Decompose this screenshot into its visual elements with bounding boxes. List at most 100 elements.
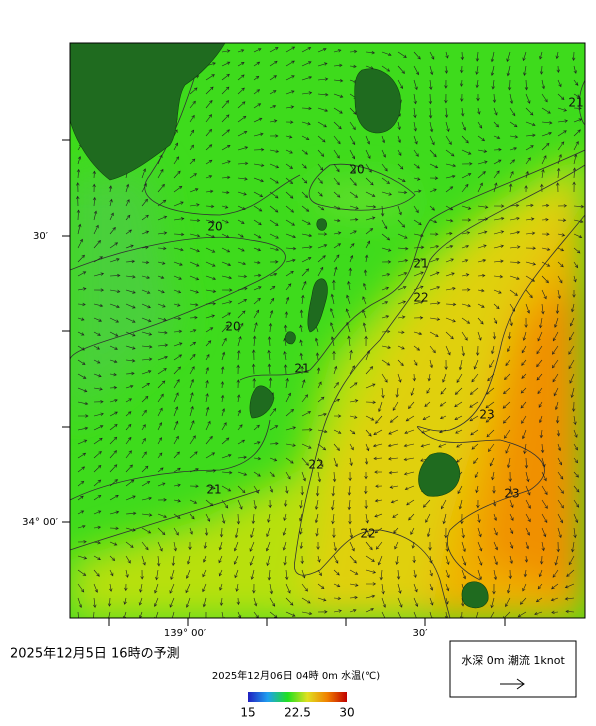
arrow — [317, 583, 325, 590]
arrow — [157, 231, 168, 235]
arrow — [349, 595, 358, 600]
arrow — [299, 339, 303, 347]
contour-labels: 20 20 20 21 21 22 21 22 21 23 23 22 — [206, 96, 583, 541]
arrow — [301, 569, 306, 579]
arrow — [301, 394, 309, 403]
arrow — [141, 303, 151, 309]
arrow — [381, 51, 392, 57]
arrow — [396, 569, 401, 580]
arrow — [373, 429, 383, 435]
arrow — [93, 373, 102, 378]
arrow — [541, 275, 549, 284]
arrow — [285, 597, 294, 606]
arrow — [363, 269, 368, 277]
arrow — [493, 204, 505, 208]
arrow — [520, 401, 527, 409]
arrow — [157, 317, 167, 322]
arrow — [269, 471, 275, 478]
arrow — [397, 135, 401, 144]
arrow — [189, 289, 199, 294]
arrow — [92, 170, 97, 179]
arrow — [573, 93, 581, 98]
arrow — [346, 294, 351, 305]
arrow — [429, 205, 435, 211]
arrow — [557, 93, 565, 100]
arrow — [109, 372, 117, 377]
arrow — [221, 100, 230, 109]
arrow — [93, 272, 105, 277]
arrow — [189, 303, 199, 307]
arrow — [317, 429, 328, 434]
arrow — [571, 51, 576, 61]
arrow — [410, 527, 415, 535]
arrow — [469, 401, 479, 408]
arrow — [157, 437, 162, 445]
arrow — [557, 79, 562, 88]
arrow — [269, 177, 279, 184]
arrow — [397, 330, 405, 334]
arrow — [109, 494, 119, 501]
arrow — [445, 205, 454, 211]
arrow — [173, 316, 182, 321]
arrow — [445, 287, 456, 291]
arrow — [93, 345, 101, 350]
arrow — [157, 261, 166, 265]
arrow — [477, 541, 483, 552]
arrow — [301, 597, 311, 604]
arrow — [332, 471, 337, 483]
arrow — [173, 406, 179, 417]
arrow — [349, 415, 358, 419]
arrow — [253, 499, 257, 510]
arrow — [493, 182, 498, 193]
arrow — [109, 386, 118, 390]
arrow — [253, 233, 262, 239]
arrow — [429, 245, 440, 249]
arrow — [109, 331, 119, 337]
arrow — [493, 289, 502, 294]
arrow — [509, 289, 518, 296]
arrow — [461, 331, 468, 341]
arrow — [492, 485, 496, 494]
arrow — [388, 429, 399, 435]
arrow — [573, 527, 577, 539]
contour-label: 22 — [308, 458, 323, 472]
arrow — [573, 499, 580, 508]
arrow — [381, 219, 388, 230]
arrow — [317, 457, 324, 468]
arrow — [461, 259, 469, 263]
arrow — [365, 443, 370, 452]
arrow — [173, 467, 181, 473]
arrow — [314, 499, 319, 510]
arrow — [173, 170, 181, 179]
arrow — [237, 261, 247, 266]
arrow — [316, 541, 320, 550]
arrow — [333, 191, 341, 198]
arrow — [269, 149, 280, 153]
arrow — [189, 484, 199, 488]
arrow — [413, 121, 417, 132]
arrow — [285, 60, 295, 67]
arrow — [349, 349, 353, 361]
arrow — [285, 377, 289, 389]
arrow — [189, 420, 195, 431]
arrow — [492, 583, 496, 595]
arrow — [253, 148, 265, 152]
arrow — [299, 324, 303, 333]
land — [70, 43, 489, 609]
arrow — [109, 569, 114, 577]
arrow — [471, 443, 479, 450]
arrow — [218, 541, 223, 551]
arrow — [173, 499, 182, 503]
arrow — [173, 483, 181, 487]
arrow — [349, 191, 359, 198]
arrow — [375, 484, 383, 488]
arrow — [349, 218, 359, 222]
arrow — [253, 89, 261, 95]
arrow — [428, 541, 432, 551]
arrow — [537, 387, 543, 395]
arrow — [189, 173, 197, 179]
arrow — [317, 412, 327, 417]
arrow — [507, 79, 512, 91]
arrow — [237, 287, 248, 291]
arrow — [349, 64, 357, 69]
